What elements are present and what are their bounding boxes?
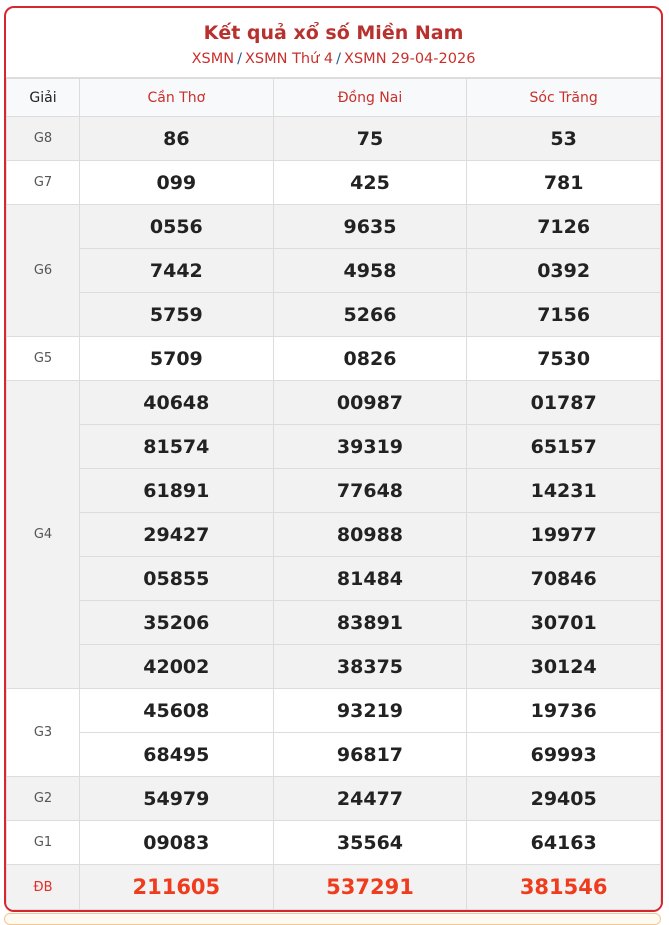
table-row: G6 0556 9635 7126 bbox=[6, 204, 661, 337]
prize-number: 29427 bbox=[79, 512, 274, 557]
prize-number: 425 bbox=[272, 160, 468, 205]
special-prize-number: 211605 bbox=[79, 864, 274, 910]
prize-label: G1 bbox=[6, 820, 80, 865]
prize-number: 80988 bbox=[272, 512, 468, 557]
prize-number: 65157 bbox=[466, 424, 661, 469]
table-row: 81574 39319 65157 bbox=[7, 424, 661, 469]
prize-number: 77648 bbox=[272, 468, 468, 513]
prize-number: 30701 bbox=[466, 600, 661, 645]
prize-number: 0392 bbox=[466, 248, 661, 293]
table-row: G7 099 425 781 bbox=[6, 160, 661, 205]
prize-number: 35206 bbox=[79, 600, 274, 645]
prize-label: G8 bbox=[6, 116, 80, 161]
breadcrumb-separator: / bbox=[336, 51, 342, 67]
page-title: Kết quả xổ số Miền Nam bbox=[203, 22, 464, 44]
prize-number: 75 bbox=[272, 116, 468, 161]
prize-number: 86 bbox=[79, 116, 274, 161]
results-header: Kết quả xổ số Miền Nam XSMN / XSMN Thứ 4/X… bbox=[6, 8, 661, 78]
prize-number: 54979 bbox=[79, 776, 274, 821]
prize-number: 81574 bbox=[79, 424, 274, 469]
table-header-row: Giải Cần Thơ Đồng Nai Sóc Trăng bbox=[6, 78, 661, 117]
province-header: Cần Thơ bbox=[79, 78, 274, 117]
prize-number: 7126 bbox=[466, 204, 661, 249]
prize-number: 14231 bbox=[466, 468, 661, 513]
prize-number: 01787 bbox=[466, 380, 661, 425]
breadcrumb-xsmn-date[interactable]: XSMN 29-04-2026 bbox=[344, 51, 476, 67]
prize-number: 19977 bbox=[466, 512, 661, 557]
prize-number: 7442 bbox=[79, 248, 274, 293]
prize-number: 7530 bbox=[466, 336, 661, 381]
prize-label: G7 bbox=[6, 160, 80, 205]
prize-number: 09083 bbox=[79, 820, 274, 865]
special-prize-number: 381546 bbox=[466, 864, 661, 910]
table-row: 5759 5266 7156 bbox=[7, 292, 661, 337]
prize-column-header: Giải bbox=[6, 78, 80, 117]
prize-number: 7156 bbox=[466, 292, 661, 337]
prize-number: 69993 bbox=[466, 732, 661, 777]
breadcrumb-xsmn-thu-4[interactable]: XSMN Thứ 4 bbox=[244, 51, 334, 67]
prize-number: 00987 bbox=[272, 380, 468, 425]
prize-number: 29405 bbox=[466, 776, 661, 821]
table-row: G8 86 75 53 bbox=[6, 116, 661, 161]
prize-number: 70846 bbox=[466, 556, 661, 601]
province-header: Đồng Nai bbox=[272, 78, 468, 117]
table-row: G5 5709 0826 7530 bbox=[6, 336, 661, 381]
prize-number: 64163 bbox=[466, 820, 661, 865]
prize-number: 5759 bbox=[79, 292, 274, 337]
prize-number: 35564 bbox=[272, 820, 468, 865]
prize-label: G3 bbox=[6, 688, 80, 777]
prize-number: 53 bbox=[466, 116, 661, 161]
breadcrumb-xsmn[interactable]: XSMN bbox=[191, 51, 235, 67]
prize-number: 05855 bbox=[79, 556, 274, 601]
prize-number: 61891 bbox=[79, 468, 274, 513]
province-header: Sóc Trăng bbox=[466, 78, 661, 117]
prize-label: G6 bbox=[6, 204, 80, 337]
prize-label: G5 bbox=[6, 336, 80, 381]
prize-number: 24477 bbox=[272, 776, 468, 821]
prize-number: 93219 bbox=[272, 688, 468, 733]
special-prize-number: 537291 bbox=[272, 864, 468, 910]
table-row: 35206 83891 30701 bbox=[7, 600, 661, 645]
results-table: Giải Cần Thơ Đồng Nai Sóc Trăng G8 86 75 53… bbox=[6, 78, 661, 910]
prize-number: 42002 bbox=[79, 644, 274, 689]
prize-number: 30124 bbox=[466, 644, 661, 689]
breadcrumb-separator: / bbox=[237, 51, 242, 67]
table-row: G2 54979 24477 29405 bbox=[6, 776, 661, 821]
table-row: G1 09083 35564 64163 bbox=[6, 820, 661, 865]
table-row: 61891 77648 14231 bbox=[7, 468, 661, 513]
prize-number: 4958 bbox=[272, 248, 468, 293]
results-panel: Kết quả xổ số Miền Nam XSMN / XSMN Thứ 4/X… bbox=[4, 6, 663, 912]
prize-number: 0556 bbox=[79, 204, 274, 249]
prize-number: 5266 bbox=[272, 292, 468, 337]
prize-number: 81484 bbox=[272, 556, 468, 601]
prize-label: G4 bbox=[6, 380, 80, 689]
table-row: G3 45608 93219 19736 bbox=[6, 688, 661, 777]
prize-number: 68495 bbox=[79, 732, 274, 777]
table-row: ĐB 211605 537291 381546 bbox=[6, 864, 661, 910]
table-row: 29427 80988 19977 bbox=[7, 512, 661, 557]
prize-number: 19736 bbox=[466, 688, 661, 733]
prize-number: 45608 bbox=[79, 688, 274, 733]
prize-number: 38375 bbox=[272, 644, 468, 689]
prize-number: 83891 bbox=[272, 600, 468, 645]
prize-label: G2 bbox=[6, 776, 80, 821]
breadcrumb: XSMN / XSMN Thứ 4/XSMN 29-04-2026 bbox=[6, 50, 661, 68]
prize-number: 781 bbox=[466, 160, 661, 205]
table-row: 05855 81484 70846 bbox=[7, 556, 661, 601]
table-row: G4 40648 00987 01787 bbox=[6, 380, 661, 689]
next-section-edge bbox=[4, 913, 661, 925]
prize-number: 40648 bbox=[79, 380, 274, 425]
table-row: 68495 96817 69993 bbox=[7, 732, 661, 777]
prize-number: 099 bbox=[79, 160, 274, 205]
prize-label: ĐB bbox=[6, 864, 80, 910]
prize-number: 5709 bbox=[79, 336, 274, 381]
table-row: 7442 4958 0392 bbox=[7, 248, 661, 293]
prize-number: 96817 bbox=[272, 732, 468, 777]
prize-number: 39319 bbox=[272, 424, 468, 469]
prize-number: 0826 bbox=[272, 336, 468, 381]
table-row: 42002 38375 30124 bbox=[7, 644, 661, 689]
prize-number: 9635 bbox=[272, 204, 468, 249]
